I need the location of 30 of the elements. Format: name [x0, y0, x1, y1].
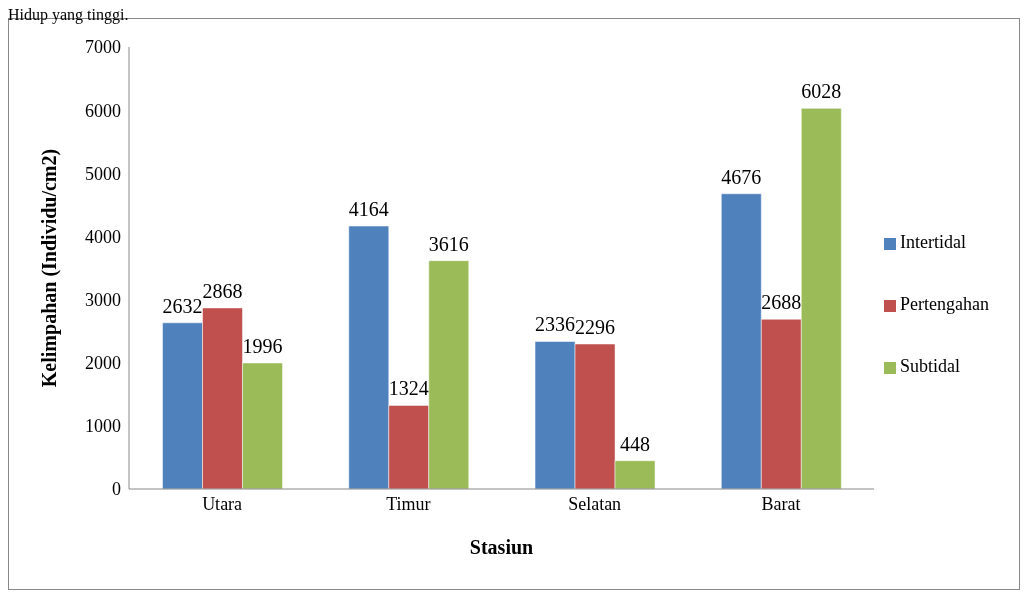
data-label: 1996 [242, 334, 283, 357]
data-label: 2868 [202, 279, 243, 302]
y-tick-label: 3000 [85, 289, 121, 310]
y-tick-label: 4000 [85, 226, 121, 247]
y-tick-label: 2000 [85, 353, 121, 374]
data-label: 2688 [761, 291, 802, 314]
data-label: 2336 [535, 313, 576, 336]
x-axis-title: Stasiun [469, 536, 534, 558]
data-label: 2632 [162, 294, 203, 317]
data-label: 4164 [348, 198, 389, 221]
data-label: 3616 [428, 232, 469, 255]
data-label: 2296 [575, 316, 616, 339]
y-tick-label: 6000 [85, 100, 121, 121]
data-label: 4676 [721, 165, 762, 188]
y-tick-label: 1000 [85, 416, 121, 437]
x-tick-label: Selatan [568, 493, 622, 514]
data-label: 6028 [801, 80, 842, 103]
legend-label: Intertidal [900, 232, 967, 252]
legend-label: Pertengahan [900, 294, 989, 314]
data-label: 1324 [388, 377, 429, 400]
x-tick-label: Barat [761, 493, 801, 514]
text: Hidup yang tinggi. [8, 6, 130, 23]
x-tick-label: Utara [202, 493, 243, 514]
y-tick-label: 7000 [85, 37, 121, 58]
x-tick-label: Timur [386, 493, 431, 514]
data-label: 448 [620, 432, 651, 455]
y-tick-label: 5000 [85, 163, 121, 184]
y-axis-title: Kelimpahan (Individu/cm2) [38, 148, 62, 388]
legend-label: Subtidal [900, 356, 961, 376]
y-tick-label: 0 [112, 479, 121, 500]
